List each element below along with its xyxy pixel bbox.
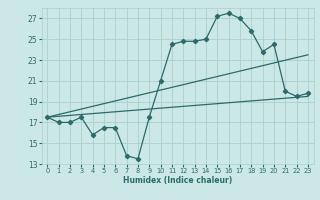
X-axis label: Humidex (Indice chaleur): Humidex (Indice chaleur) xyxy=(123,176,232,185)
